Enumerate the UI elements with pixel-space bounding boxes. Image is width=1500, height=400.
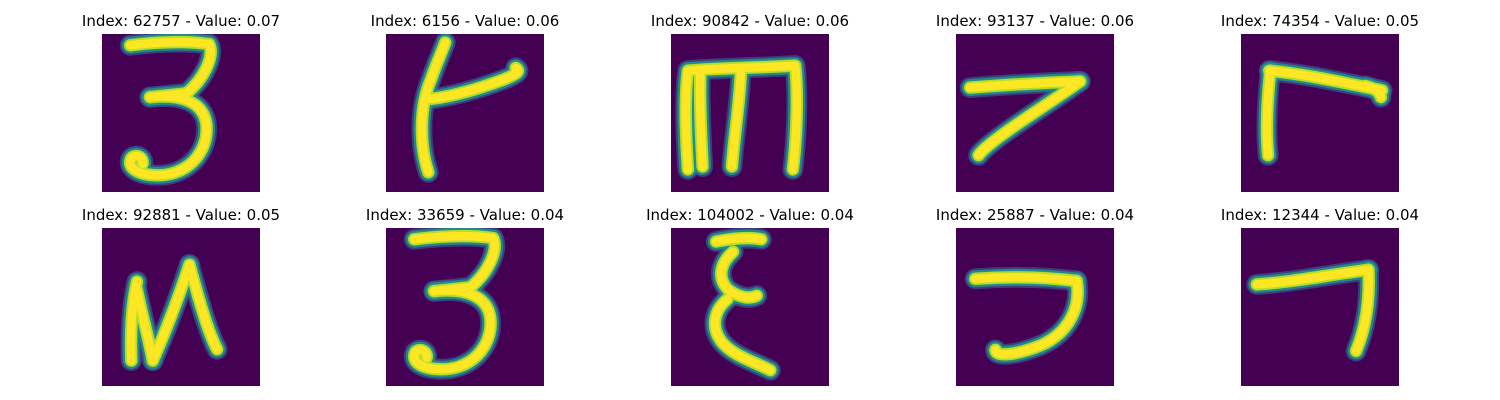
glyph-image	[1241, 34, 1399, 192]
glyph-stroke	[970, 273, 1081, 286]
panel-title: Index: 93137 - Value: 0.06	[935, 12, 1135, 30]
glyph-image	[671, 228, 829, 386]
glyph-stroke	[148, 260, 194, 365]
glyph-stroke	[417, 38, 450, 177]
glyph-image	[386, 228, 544, 386]
panel-title: Index: 104002 - Value: 0.04	[646, 206, 854, 224]
image-panel: Index: 25887 - Value: 0.04	[905, 206, 1165, 386]
image-panel: Index: 33659 - Value: 0.04	[335, 206, 595, 386]
glyph-stroke	[710, 294, 775, 375]
glyph-stroke	[717, 247, 762, 302]
glyph-stroke	[1252, 265, 1373, 289]
glyph-image	[956, 228, 1114, 386]
glyph-stroke	[185, 260, 222, 354]
glyph-stroke	[426, 63, 523, 104]
image-panel: Index: 92881 - Value: 0.05	[51, 206, 311, 386]
glyph-stroke	[711, 233, 766, 246]
panel-title: Index: 92881 - Value: 0.05	[81, 206, 281, 224]
panel-title: Index: 6156 - Value: 0.06	[370, 12, 560, 30]
panel-title: Index: 62757 - Value: 0.07	[81, 12, 281, 30]
glyph-image	[671, 34, 829, 192]
panel-title: Index: 33659 - Value: 0.04	[365, 206, 565, 224]
glyph-stroke	[991, 276, 1082, 359]
glyph-stroke	[695, 69, 707, 171]
glyph-stroke	[1262, 66, 1275, 160]
image-panel: Index: 90842 - Value: 0.06	[620, 12, 880, 192]
image-panel: Index: 104002 - Value: 0.04	[620, 206, 880, 386]
glyph-stroke	[965, 77, 1085, 92]
panel-title: Index: 25887 - Value: 0.04	[935, 206, 1135, 224]
image-panel: Index: 74354 - Value: 0.05	[1190, 12, 1450, 192]
image-background	[386, 34, 544, 192]
glyph-stroke	[409, 231, 499, 296]
glyph-image	[102, 228, 260, 386]
glyph-stroke	[727, 66, 746, 171]
glyph-stroke	[1351, 265, 1373, 356]
image-panel: Index: 12344 - Value: 0.04	[1190, 206, 1450, 386]
glyph-image	[102, 34, 260, 192]
image-panel: Index: 93137 - Value: 0.06	[905, 12, 1165, 192]
panel-title: Index: 74354 - Value: 0.05	[1220, 12, 1420, 30]
glyph-stroke	[410, 286, 495, 374]
panel-title: Index: 12344 - Value: 0.04	[1220, 206, 1420, 224]
image-panel: Index: 62757 - Value: 0.07	[51, 12, 311, 192]
image-panel: Index: 6156 - Value: 0.06	[335, 12, 595, 192]
image-background	[956, 228, 1114, 386]
glyph-image	[1241, 228, 1399, 386]
panel-title: Index: 90842 - Value: 0.06	[650, 12, 850, 30]
glyph-stroke	[126, 92, 211, 180]
glyph-image	[956, 34, 1114, 192]
glyph-image	[386, 34, 544, 192]
glyph-stroke	[125, 37, 215, 102]
glyph-stroke	[681, 61, 802, 174]
glyph-stroke	[974, 77, 1085, 160]
glyph-stroke	[1360, 81, 1386, 102]
